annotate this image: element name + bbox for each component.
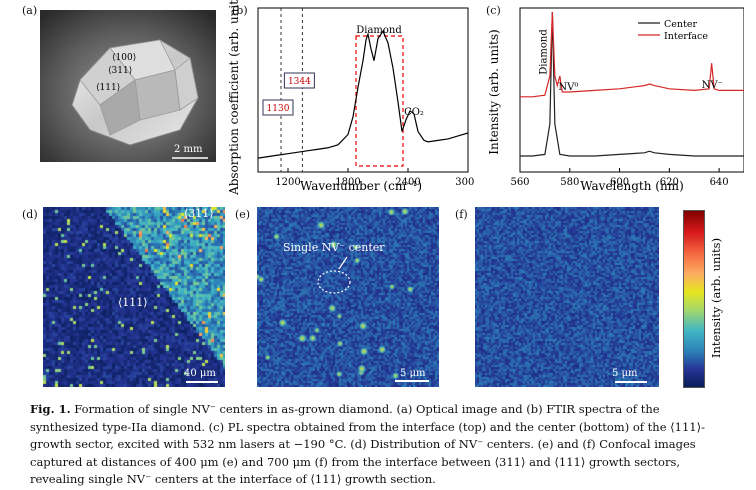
c-y-axis-label: Intensity (arb. units) [487,29,501,154]
facet-label-100: ⟨100⟩ [112,53,136,63]
diamond-optical-image: ⟨100⟩ ⟨311⟩ ⟨111⟩ 2 mm [40,10,216,162]
b-x-tick-label: 1200 [275,177,300,188]
colorbar-label: Intensity (arb. units) [709,238,723,358]
panel-label-f: (f) [455,208,468,221]
c-x-axis-label: Wavelength (nm) [580,179,684,193]
facet-label-311: ⟨311⟩ [108,66,132,76]
figure-number: Fig. 1. [30,402,71,416]
panel-label-e: (e) [235,208,251,221]
caption-text: Formation of single NV⁻ centers in as-gr… [30,402,705,486]
c-series-interface [520,11,744,98]
c-x-tick-label: 620 [660,177,679,188]
b-x-tick-label: 1800 [335,177,360,188]
b-1130-box [262,99,294,116]
c-x-tick-label: 600 [610,177,629,188]
b-1344-label: 1344 [288,77,311,87]
c-nvm-annotation: NV⁻ [702,80,723,91]
c-legend-label: Interface [664,31,708,42]
colorbar [683,210,705,388]
f-scalebar-label: 5 μm [612,368,638,379]
b-y-axis-label: Absorption coefficient (arb. units) [227,0,241,196]
panel-label-c: (c) [486,4,501,17]
d-scalebar-line [186,381,218,383]
nv-distribution-map [43,207,225,387]
b-x-tick-label: 3000 [455,177,474,188]
confocal-image-400um [257,207,439,387]
b-x-tick-label: 2400 [395,177,420,188]
b-x-axis-label: Wavenumber (cm⁻¹) [300,179,422,193]
panel-label-d: (d) [22,208,38,221]
c-series-center [520,11,744,157]
c-x-tick-label: 580 [560,177,579,188]
b-ftir-line [257,29,469,159]
c-x-tick-label: 560 [510,177,529,188]
highlight-circle [317,270,351,294]
panel-label-a: (a) [22,4,38,17]
e-scalebar-label: 5 μm [400,368,426,379]
e-annotation: Single NV⁻ center [283,241,385,254]
c-diamond-annotation: Diamond [538,29,549,75]
b-co2-annotation: CO₂ [404,107,424,118]
pl-spectra-chart: Intensity (arb. units) 560 580 600 620 640 Ce… [487,7,744,193]
panel-label-b: (b) [232,4,248,17]
e-annotation-overlay [317,256,429,382]
colorbar-label-holder: Intensity (arb. units) [709,238,723,358]
scalebar-label-a: 2 mm [174,144,203,155]
arrow-icon [338,256,348,270]
b-axes-frame [257,7,469,173]
confocal-image-700um [475,207,659,387]
c-nv0-annotation: NV⁰ [558,82,578,93]
b-diamond-annotation: Diamond [356,25,402,36]
b-1344-box [283,72,315,89]
c-legend-label: Center [664,19,697,30]
ftir-chart: Absorption coefficient (arb. units) 1200… [227,0,474,196]
d-scalebar-label: 40 μm [184,368,216,379]
b-1130-label: 1130 [267,104,290,114]
b-diamond-box [355,35,404,167]
facet-label-111: ⟨111⟩ [96,83,120,93]
c-x-tick-label: 640 [710,177,729,188]
f-scalebar-line [615,381,647,383]
c-axes-frame [519,7,744,173]
d-label-111: ⟨111⟩ [118,296,148,309]
d-label-311: ⟨311⟩ [184,207,214,220]
figure-caption: Fig. 1. Formation of single NV⁻ centers … [30,401,730,489]
